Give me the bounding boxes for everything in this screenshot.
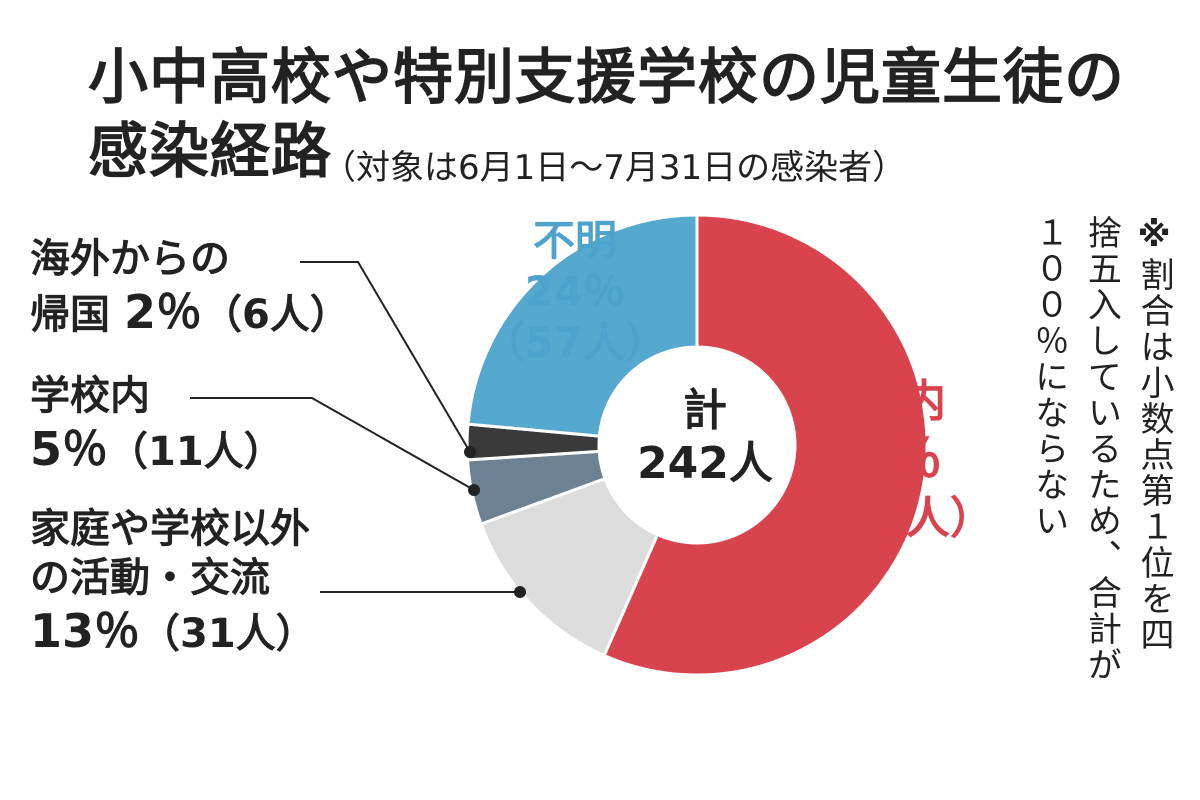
- leader-dot-school: [468, 484, 480, 496]
- slice-count-other: （31人）: [140, 610, 316, 657]
- donut-slice-0: [602, 213, 929, 677]
- slice-label-unknown: 不明 24％ （57人）: [470, 215, 680, 369]
- slice-label-other: 家庭や学校以外 の活動・交流 13％（31人）: [30, 505, 316, 659]
- note-text: 割合は小数点第１位を四捨五入しているため、合計が１００％にならない: [1028, 215, 1174, 683]
- chart-subtitle: （対象は6月1日〜7月31日の感染者）: [322, 148, 907, 188]
- slice-name-abroad-line1: 海外からの: [30, 236, 230, 282]
- slice-label-home: 家庭内 57％ （137人）: [770, 375, 994, 546]
- note-mark: ※: [1134, 215, 1174, 257]
- center-total-label: 計 242人: [605, 385, 805, 491]
- slice-label-school: 学校内 5％（11人）: [30, 372, 284, 477]
- slice-pct-other: 13％: [30, 603, 141, 658]
- slice-count-unknown: （57人）: [482, 318, 668, 368]
- slice-pct-unknown: 24％: [524, 267, 626, 317]
- slice-name-other-line2: の活動・交流: [30, 554, 270, 601]
- leader-line-abroad: [300, 261, 471, 453]
- slice-name-abroad-line2: 帰国: [30, 291, 110, 338]
- leader-dot-other: [514, 586, 526, 598]
- slice-pct-home: 57％: [817, 429, 943, 490]
- rounding-note: ※割合は小数点第１位を四捨五入しているため、合計が１００％にならない: [1022, 215, 1180, 685]
- donut-slices: [465, 213, 929, 677]
- leader-dot-abroad: [464, 446, 476, 458]
- slice-count-home: （137人）: [770, 493, 994, 545]
- donut-slice-1: [479, 476, 660, 658]
- chart-title-line-1: 小中高校や特別支援学校の児童生徒の: [88, 43, 1125, 113]
- center-label: 計: [683, 385, 727, 436]
- chart-title-line-2: 感染経路: [88, 117, 332, 187]
- slice-pct-school: 5％: [30, 421, 109, 476]
- slice-name-home: 家庭内: [814, 376, 946, 427]
- slice-name-unknown: 不明: [532, 216, 617, 265]
- slice-pct-abroad: 2％: [123, 284, 202, 339]
- slice-label-abroad: 海外からの 帰国 2％（6人）: [30, 235, 350, 340]
- leader-lines: [190, 261, 526, 598]
- slice-name-school: 学校内: [30, 373, 150, 419]
- slice-count-school: （11人）: [108, 428, 284, 475]
- center-total: 242人: [637, 437, 773, 489]
- slice-name-other-line1: 家庭や学校以外: [30, 506, 310, 552]
- donut-slice-4: [466, 213, 699, 438]
- leader-line-school: [190, 397, 475, 491]
- slice-count-abroad: （6人）: [201, 291, 350, 338]
